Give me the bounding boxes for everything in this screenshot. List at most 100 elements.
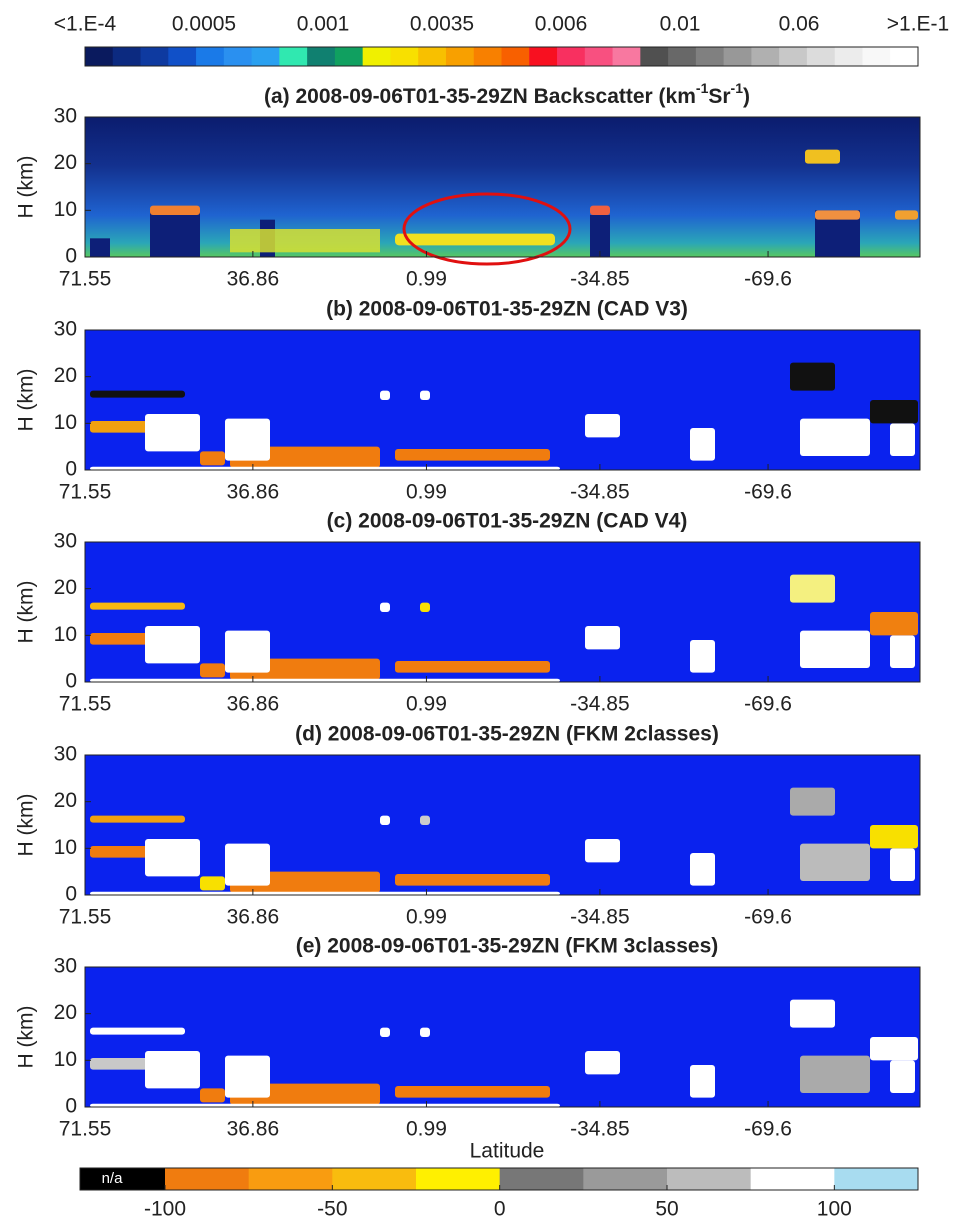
y-tick-label: 20: [54, 576, 77, 599]
x-tick-label: -69.6: [744, 693, 792, 716]
cloud-shadow: [150, 210, 200, 257]
colorbar-label: 0.001: [297, 13, 350, 36]
feature: [380, 390, 390, 400]
feature: [790, 787, 835, 816]
y-axis-label: H (km): [15, 156, 38, 219]
colorbar-swatch: [612, 47, 641, 66]
feature: [420, 602, 430, 612]
colorbar-swatch: [583, 1168, 668, 1190]
feature: [800, 843, 870, 881]
colorbar-na-label: n/a: [102, 1170, 124, 1187]
feature: [90, 633, 150, 645]
feature: [90, 1103, 560, 1107]
colorbar-frame: [79, 1167, 919, 1191]
feature: [90, 602, 185, 610]
feature: [225, 630, 270, 673]
feature: [200, 1088, 225, 1103]
feature: [395, 661, 550, 673]
colorbar-swatch: [112, 47, 142, 66]
x-tick-label: 71.55: [59, 268, 112, 291]
feature: [90, 678, 560, 682]
x-tick-label: 0.99: [406, 693, 447, 716]
y-axis-label: H (km): [15, 1006, 38, 1069]
feature: [420, 390, 430, 400]
y-tick-label: 10: [54, 836, 77, 859]
feature: [585, 626, 620, 650]
colorbar-label: 0.06: [779, 13, 820, 36]
x-tick-label: 36.86: [227, 268, 280, 291]
feature: [90, 891, 560, 895]
x-tick-label: -69.6: [744, 268, 792, 291]
cloud-top: [805, 149, 840, 164]
y-tick-label: 30: [54, 530, 77, 553]
feature: [585, 839, 620, 863]
y-tick-label: 10: [54, 623, 77, 646]
colorbar-label: 0.01: [660, 13, 701, 36]
y-tick-label: 30: [54, 955, 77, 978]
colorbar-swatch: [332, 1168, 417, 1190]
cloud-top: [150, 205, 200, 215]
feature: [585, 414, 620, 438]
feature: [690, 853, 715, 886]
feature: [145, 839, 200, 877]
colorbar-frame: [84, 46, 919, 67]
colorbar-tick-label: -100: [144, 1198, 186, 1221]
colorbar-swatch: [418, 47, 447, 66]
x-tick-label: -34.85: [570, 693, 630, 716]
feature: [800, 630, 870, 668]
feature: [890, 423, 915, 456]
feature: [380, 602, 390, 612]
feature: [800, 418, 870, 456]
panel-title: (e) 2008-09-06T01-35-29ZN (FKM 3classes): [296, 935, 719, 958]
y-tick-label: 20: [54, 364, 77, 387]
feature: [420, 815, 430, 825]
x-tick-label: 36.86: [227, 481, 280, 504]
feature: [90, 815, 185, 823]
x-tick-label: 0.99: [406, 906, 447, 929]
colorbar-na: [80, 1168, 165, 1190]
feature: [90, 466, 560, 470]
colorbar-tick-label: 100: [817, 1198, 852, 1221]
x-tick-label: 71.55: [59, 693, 112, 716]
colorbar-tick-label: 0: [494, 1198, 506, 1221]
colorbar-swatch: [334, 47, 364, 66]
x-tick-label: -69.6: [744, 481, 792, 504]
classification-image: [85, 542, 920, 682]
x-tick-label: 36.86: [227, 1118, 280, 1141]
colorbar-swatch: [779, 47, 808, 66]
feature: [690, 640, 715, 673]
colorbar-swatch: [862, 47, 891, 66]
colorbar-swatch: [723, 47, 752, 66]
panel: (c) 2008-09-06T01-35-29ZN (CAD V4) H (km)…: [15, 510, 921, 716]
x-tick-label: 0.99: [406, 481, 447, 504]
feature: [790, 362, 835, 391]
y-tick-label: 0: [65, 670, 77, 693]
feature: [90, 421, 150, 433]
feature: [395, 1086, 550, 1098]
colorbar-label: <1.E-4: [54, 13, 117, 36]
feature: [585, 1051, 620, 1075]
y-tick-label: 30: [54, 105, 77, 128]
colorbar-swatch: [501, 47, 530, 66]
colorbar-label: 0.006: [535, 13, 588, 36]
y-tick-label: 30: [54, 318, 77, 341]
cloud-top: [815, 210, 860, 220]
colorbar-swatch: [445, 47, 475, 66]
axes-frame: [84, 966, 921, 1108]
feature: [200, 876, 225, 891]
colorbar-label: 0.0035: [410, 13, 474, 36]
colorbar-swatch: [667, 1168, 752, 1190]
title-part: ): [743, 85, 750, 108]
y-tick-label: 10: [54, 411, 77, 434]
aerosol-layer: [395, 233, 555, 246]
y-tick-label: 10: [54, 1048, 77, 1071]
colorbar-swatch: [834, 47, 863, 66]
colorbar-swatch: [695, 47, 725, 66]
title-part: (a) 2008-09-06T01-35-29ZN Backscatter (k…: [264, 85, 696, 108]
feature: [200, 451, 225, 466]
x-tick-label: -69.6: [744, 1118, 792, 1141]
feature: [145, 1051, 200, 1089]
colorbar-swatch: [362, 47, 391, 66]
colorbar-swatch: [890, 47, 919, 66]
